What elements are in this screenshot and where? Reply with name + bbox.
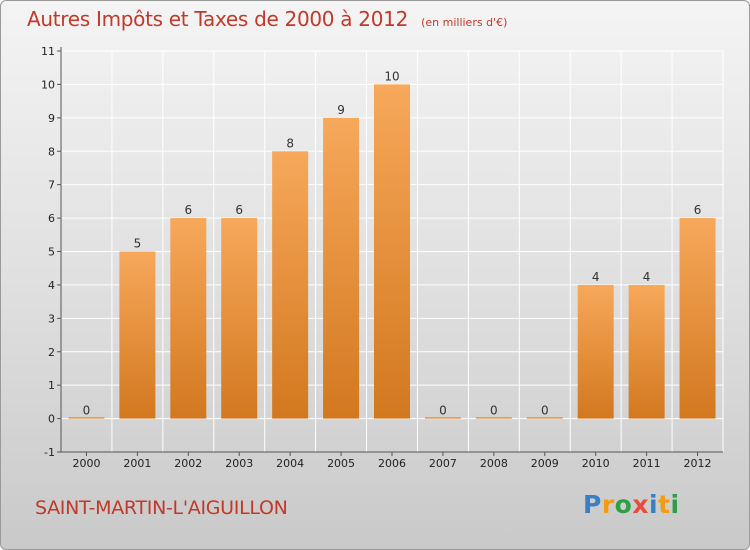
y-tick-label: 0 bbox=[48, 413, 55, 426]
x-tick-label: 2001 bbox=[123, 457, 151, 470]
logo-letter: i bbox=[670, 490, 680, 519]
x-tick-label: 2003 bbox=[225, 457, 253, 470]
y-tick-label: -1 bbox=[44, 446, 55, 459]
commune-name: SAINT-MARTIN-L'AIGUILLON bbox=[35, 497, 288, 519]
y-tick-label: 10 bbox=[41, 78, 55, 91]
y-tick-label: 11 bbox=[41, 45, 55, 58]
x-tick-label: 2000 bbox=[72, 457, 100, 470]
x-tick-label: 2002 bbox=[174, 457, 202, 470]
logo-letter: o bbox=[614, 490, 633, 519]
bar[interactable] bbox=[424, 417, 461, 419]
x-tick-label: 2011 bbox=[633, 457, 661, 470]
logo-letter: x bbox=[632, 490, 649, 519]
bar-value-label: 6 bbox=[184, 203, 192, 217]
bar[interactable] bbox=[68, 417, 105, 419]
x-tick-label: 2006 bbox=[378, 457, 406, 470]
x-tick-label: 2009 bbox=[531, 457, 559, 470]
bar[interactable] bbox=[679, 218, 716, 419]
chart-title: Autres Impôts et Taxes de 2000 à 2012 bbox=[27, 7, 408, 31]
chart-subtitle: (en milliers d'€) bbox=[421, 16, 508, 29]
bar-value-label: 0 bbox=[541, 404, 549, 418]
y-tick-label: 6 bbox=[48, 212, 55, 225]
bar-value-label: 8 bbox=[286, 136, 294, 150]
x-tick-label: 2005 bbox=[327, 457, 355, 470]
chart-title-row: Autres Impôts et Taxes de 2000 à 2012 (e… bbox=[27, 7, 507, 31]
bar-value-label: 0 bbox=[83, 404, 91, 418]
x-tick-label: 2012 bbox=[684, 457, 712, 470]
logo-letter: P bbox=[583, 490, 602, 519]
bar[interactable] bbox=[475, 417, 512, 419]
proxiti-logo[interactable]: Proxiti bbox=[583, 490, 680, 519]
bar-value-label: 0 bbox=[490, 404, 498, 418]
bar[interactable] bbox=[628, 284, 665, 419]
logo-letter: i bbox=[649, 490, 659, 519]
bar-value-label: 9 bbox=[337, 103, 345, 117]
bar-value-label: 4 bbox=[592, 270, 600, 284]
bar[interactable] bbox=[272, 151, 309, 419]
bar[interactable] bbox=[577, 284, 614, 419]
y-tick-label: 9 bbox=[48, 112, 55, 125]
logo-letter: t bbox=[658, 490, 671, 519]
y-tick-label: 3 bbox=[48, 312, 55, 325]
bar[interactable] bbox=[221, 218, 258, 419]
y-tick-label: 5 bbox=[48, 246, 55, 259]
bar-value-label: 6 bbox=[235, 203, 243, 217]
x-tick-label: 2004 bbox=[276, 457, 304, 470]
y-tick-label: 2 bbox=[48, 346, 55, 359]
y-tick-label: 8 bbox=[48, 145, 55, 158]
bar-value-label: 5 bbox=[134, 237, 142, 251]
x-tick-label: 2010 bbox=[582, 457, 610, 470]
bar-value-label: 6 bbox=[694, 203, 702, 217]
y-tick-label: 4 bbox=[48, 279, 55, 292]
y-tick-label: 1 bbox=[48, 379, 55, 392]
bar-value-label: 0 bbox=[439, 404, 447, 418]
logo-letter: r bbox=[601, 490, 615, 519]
x-tick-label: 2007 bbox=[429, 457, 457, 470]
bar[interactable] bbox=[526, 417, 563, 419]
bar-value-label: 10 bbox=[384, 69, 399, 83]
bar[interactable] bbox=[323, 117, 360, 419]
y-tick-label: 7 bbox=[48, 179, 55, 192]
bar[interactable] bbox=[374, 84, 410, 419]
x-tick-label: 2008 bbox=[480, 457, 508, 470]
bar[interactable] bbox=[170, 218, 207, 419]
bar[interactable] bbox=[119, 251, 156, 419]
bar-value-label: 4 bbox=[643, 270, 651, 284]
